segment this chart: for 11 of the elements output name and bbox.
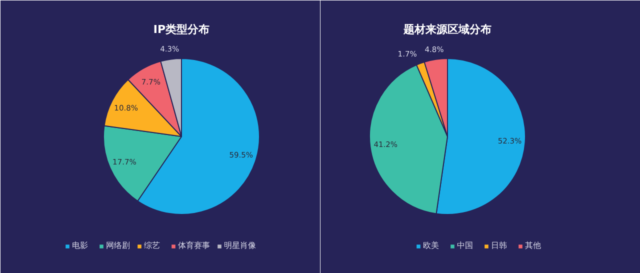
legend-label: 网络剧 xyxy=(106,240,130,251)
chart-title: IP类型分布 xyxy=(153,23,210,36)
legend-label: 电影 xyxy=(72,240,89,251)
legend-label: 体育赛事 xyxy=(178,240,210,251)
legend-label: 欧美 xyxy=(423,240,440,251)
legend-label: 其他 xyxy=(525,240,542,251)
legend-label: 日韩 xyxy=(491,240,508,251)
legend-label: 综艺 xyxy=(144,240,161,251)
chart-title: 题材来源区域分布 xyxy=(402,23,492,36)
legend-label: 中国 xyxy=(457,240,474,251)
legend-label: 明星肖像 xyxy=(224,240,256,251)
